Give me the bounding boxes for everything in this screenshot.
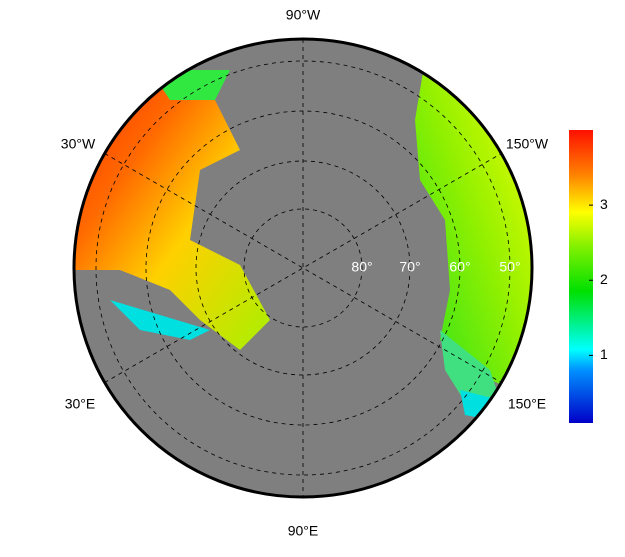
lon-label: 150°W <box>506 136 549 152</box>
lat-label: 70° <box>399 259 420 275</box>
parallel <box>95 60 511 476</box>
parallel <box>145 110 461 426</box>
lat-label: 80° <box>351 259 372 275</box>
lon-label: 30°E <box>65 396 96 412</box>
lon-label: 30°W <box>61 136 96 152</box>
parallel <box>243 208 363 328</box>
graticule <box>95 39 511 497</box>
lon-label: 90°W <box>286 7 321 23</box>
map-border <box>72 37 534 499</box>
colorbar-tick-label: 2 <box>600 271 608 287</box>
colorbar-tick-label: 3 <box>600 196 608 212</box>
parallel <box>195 160 411 376</box>
lat-label: 60° <box>449 259 470 275</box>
colorbar-tick-label: 1 <box>600 346 608 362</box>
lon-label: 90°E <box>288 523 319 539</box>
field <box>440 330 500 410</box>
colorbar <box>569 130 593 423</box>
baltic-field <box>110 300 210 340</box>
lon-label: 150°E <box>508 396 546 412</box>
lat-label: 50° <box>499 259 520 275</box>
